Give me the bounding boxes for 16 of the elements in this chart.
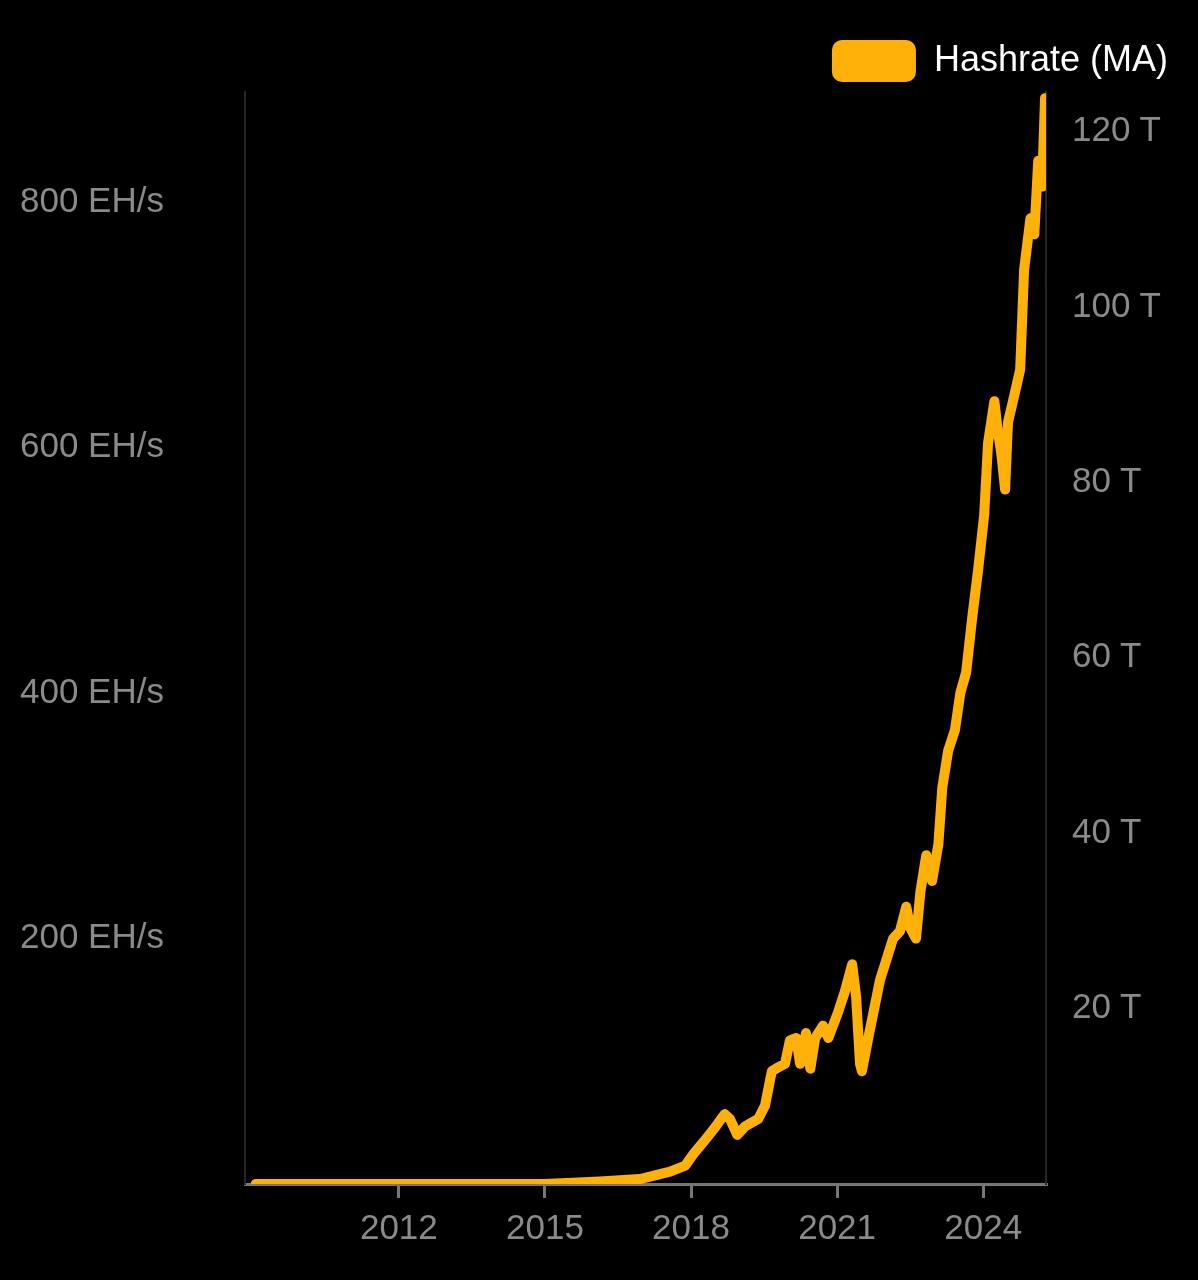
x-tick-label: 2015 [506, 1206, 584, 1246]
legend-label: Hashrate (MA) [933, 37, 1169, 79]
y-tick-label: 400 EH/s [20, 670, 164, 710]
y2-tick-label: 60 T [1072, 635, 1142, 675]
x-tick-label: 2024 [944, 1206, 1023, 1246]
y2-tick-label: 20 T [1072, 986, 1142, 1026]
x-tick-label: 2018 [652, 1206, 730, 1246]
x-tick-label: 2021 [798, 1206, 877, 1246]
x-tick-label: 2012 [359, 1206, 438, 1246]
y-tick-label: 600 EH/s [20, 425, 164, 465]
y2-tick-label: 120 T [1072, 109, 1161, 149]
y2-tick-label: 80 T [1072, 459, 1142, 499]
y2-tick-label: 40 T [1072, 810, 1142, 850]
y-tick-label: 200 EH/s [20, 916, 164, 956]
y-tick-label: 800 EH/s [20, 180, 164, 220]
y2-tick-label: 100 T [1072, 284, 1161, 324]
